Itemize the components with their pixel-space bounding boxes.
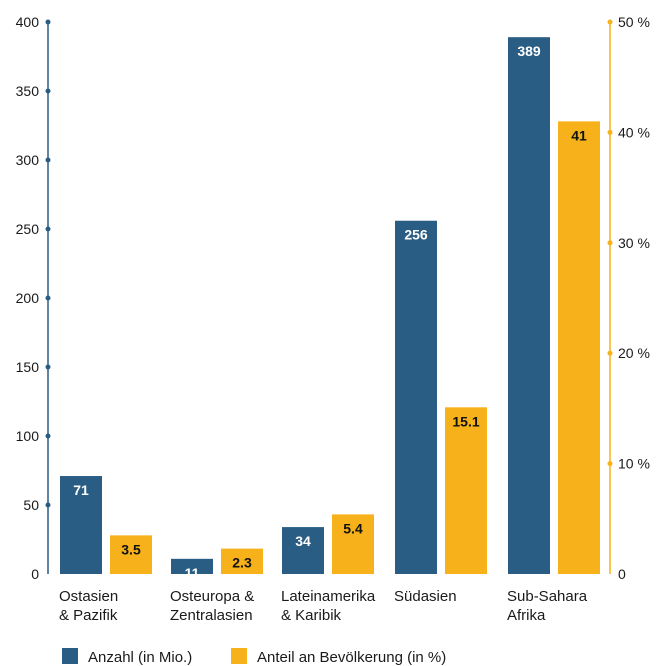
category-label-line: Afrika [507, 607, 546, 624]
category-label-line: & Pazifik [59, 607, 118, 624]
left-axis-tick-label: 150 [16, 359, 40, 375]
bar [60, 476, 102, 574]
category-label-line: & Karibik [281, 607, 342, 624]
category-label: Südasien [394, 588, 457, 605]
bar [395, 220, 437, 574]
right-axis-tick-dot [607, 461, 613, 467]
left-axis-tick-dot [45, 19, 51, 25]
bar-value-label: 71 [73, 482, 89, 498]
left-axis-tick-dot [45, 157, 51, 163]
category-label: Sub-Sahara Afrika [507, 588, 588, 624]
right-axis-tick-label: 30 % [618, 235, 650, 251]
right-axis-tick-dot [607, 19, 613, 25]
left-axis-tick-dot [45, 502, 51, 508]
axes: 0 50 100 150 200 250 300 350 400 0 10 % 20 % 30 % 40 … [16, 14, 650, 624]
category-label-line: Zentralasien [170, 607, 253, 624]
category-label: Ostasien & Pazifik [59, 588, 118, 624]
category-label-line: Ostasien [59, 588, 118, 605]
left-axis-tick-label: 350 [16, 83, 40, 99]
category-label-line: Südasien [394, 588, 457, 605]
legend-label: Anzahl (in Mio.) [88, 649, 192, 666]
legend-label: Anteil an Bevölkerung (in %) [257, 649, 446, 666]
legend-swatch [62, 648, 78, 664]
left-axis-tick-dot [45, 433, 51, 439]
bar-value-label: 256 [404, 227, 428, 243]
category-label: Lateinamerika & Karibik [281, 588, 376, 624]
left-axis-tick-label: 300 [16, 152, 40, 168]
left-axis-tick-dot [45, 226, 51, 232]
left-axis-tick-label: 50 [23, 497, 39, 513]
left-axis-tick-label: 200 [16, 290, 40, 306]
legend-swatch [231, 648, 247, 664]
bar [558, 121, 600, 575]
left-axis-tick-dot [45, 88, 51, 94]
bar-value-label: 41 [571, 127, 587, 143]
bar-value-label: 2.3 [232, 555, 252, 571]
right-axis-tick-label: 40 % [618, 124, 650, 140]
bar [508, 37, 550, 575]
bar-value-label: 15.1 [452, 413, 479, 429]
bar [221, 548, 263, 574]
bar-value-label: 5.4 [343, 520, 363, 536]
right-axis-tick-dot [607, 240, 613, 246]
left-axis-tick-label: 250 [16, 221, 40, 237]
bar-value-label: 389 [517, 43, 541, 59]
left-axis-tick-dot [45, 364, 51, 370]
left-axis-tick-label: 400 [16, 14, 40, 30]
bar [282, 527, 324, 574]
right-axis-tick-label: 10 % [618, 456, 650, 472]
left-axis-tick-label: 100 [16, 428, 40, 444]
bar [110, 535, 152, 574]
right-axis-tick-dot [607, 350, 613, 356]
category-label: Osteuropa & Zentralasien [170, 588, 254, 624]
category-label-line: Osteuropa & [170, 588, 254, 605]
right-axis-tick-dot [607, 129, 613, 135]
bar [445, 407, 487, 574]
bar [332, 514, 374, 574]
left-axis-tick-dot [45, 295, 51, 301]
category-label-line: Sub-Sahara [507, 588, 588, 605]
bar-value-label: 3.5 [121, 541, 141, 557]
right-axis-tick-label: 0 [618, 566, 626, 582]
legend: Anzahl (in Mio.) Anteil an Bevölkerung (i… [62, 648, 446, 666]
left-axis-tick-label: 0 [31, 566, 39, 582]
bar-value-label: 11 [185, 565, 200, 581]
right-axis-tick-label: 20 % [618, 345, 650, 361]
category-label-line: Lateinamerika [281, 588, 376, 605]
bar-value-label: 34 [295, 533, 311, 549]
bar [171, 558, 213, 574]
right-axis-tick-label: 50 % [618, 14, 650, 30]
bars: 71 3.5 11 2.3 34 5.4 256 15.1 389 41 [60, 37, 600, 581]
